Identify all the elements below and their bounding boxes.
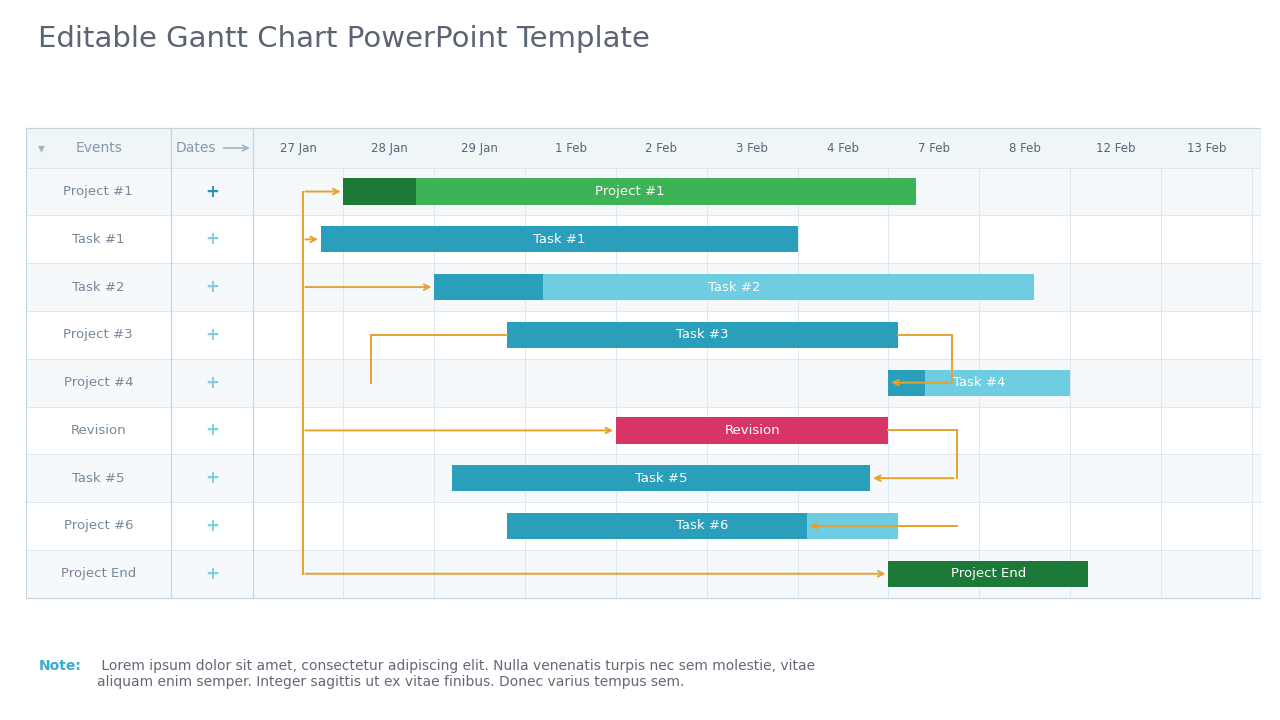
Text: Lorem ipsum dolor sit amet, consectetur adipiscing elit. Nulla venenatis turpis : Lorem ipsum dolor sit amet, consectetur …: [97, 659, 815, 689]
Bar: [26, 128, 1261, 168]
Bar: [26, 215, 1261, 264]
Bar: [416, 179, 915, 204]
Text: Revision: Revision: [724, 424, 780, 437]
Text: Task #2: Task #2: [72, 281, 124, 294]
Bar: [806, 513, 897, 539]
Text: ▾: ▾: [38, 141, 46, 155]
Text: Project #1: Project #1: [64, 185, 133, 198]
Text: 13 Feb: 13 Feb: [1187, 142, 1226, 155]
Text: Task #1: Task #1: [72, 233, 124, 246]
Text: 7 Feb: 7 Feb: [918, 142, 950, 155]
Text: Events: Events: [76, 141, 123, 155]
Text: Project #4: Project #4: [64, 376, 133, 389]
Text: Project #3: Project #3: [64, 328, 133, 341]
Text: Project #1: Project #1: [595, 185, 664, 198]
Text: Task #6: Task #6: [676, 519, 728, 533]
Text: 3 Feb: 3 Feb: [736, 142, 768, 155]
Text: +: +: [205, 517, 219, 535]
Text: 27 Jan: 27 Jan: [279, 142, 316, 155]
Bar: [924, 369, 1070, 396]
Text: +: +: [205, 564, 219, 582]
Text: Editable Gantt Chart PowerPoint Template: Editable Gantt Chart PowerPoint Template: [38, 25, 650, 53]
Text: 8 Feb: 8 Feb: [1009, 142, 1041, 155]
Text: 28 Jan: 28 Jan: [370, 142, 407, 155]
Text: Project #6: Project #6: [64, 519, 133, 533]
Text: Task #5: Task #5: [635, 472, 687, 485]
Text: +: +: [205, 469, 219, 487]
Bar: [434, 274, 543, 300]
Text: Dates: Dates: [175, 141, 216, 155]
Bar: [616, 418, 888, 444]
Text: Task #4: Task #4: [954, 376, 1005, 389]
Text: +: +: [205, 183, 219, 201]
Bar: [888, 369, 924, 396]
Text: +: +: [205, 278, 219, 296]
Text: Project End: Project End: [60, 567, 136, 580]
Bar: [26, 311, 1261, 359]
Text: Task #2: Task #2: [708, 281, 760, 294]
Text: +: +: [205, 421, 219, 439]
Bar: [507, 513, 806, 539]
Text: 2 Feb: 2 Feb: [645, 142, 677, 155]
Bar: [321, 226, 797, 253]
Text: 29 Jan: 29 Jan: [461, 142, 498, 155]
Text: +: +: [205, 326, 219, 344]
Bar: [543, 274, 1034, 300]
Text: 1 Feb: 1 Feb: [554, 142, 586, 155]
Bar: [26, 550, 1261, 598]
Text: Revision: Revision: [70, 424, 125, 437]
Text: +: +: [205, 230, 219, 248]
Text: +: +: [205, 374, 219, 392]
Bar: [26, 454, 1261, 502]
Text: Task #1: Task #1: [532, 233, 585, 246]
Bar: [888, 561, 1088, 587]
Text: Project End: Project End: [951, 567, 1027, 580]
Text: Task #5: Task #5: [72, 472, 124, 485]
Text: Task #3: Task #3: [676, 328, 728, 341]
Bar: [452, 465, 870, 491]
Bar: [26, 359, 1261, 407]
Bar: [507, 322, 897, 348]
Text: 4 Feb: 4 Feb: [827, 142, 859, 155]
Bar: [26, 502, 1261, 550]
Text: Note:: Note:: [38, 659, 81, 672]
Bar: [343, 179, 416, 204]
Text: 12 Feb: 12 Feb: [1096, 142, 1135, 155]
Bar: [26, 264, 1261, 311]
Bar: [26, 168, 1261, 215]
Bar: [26, 407, 1261, 454]
